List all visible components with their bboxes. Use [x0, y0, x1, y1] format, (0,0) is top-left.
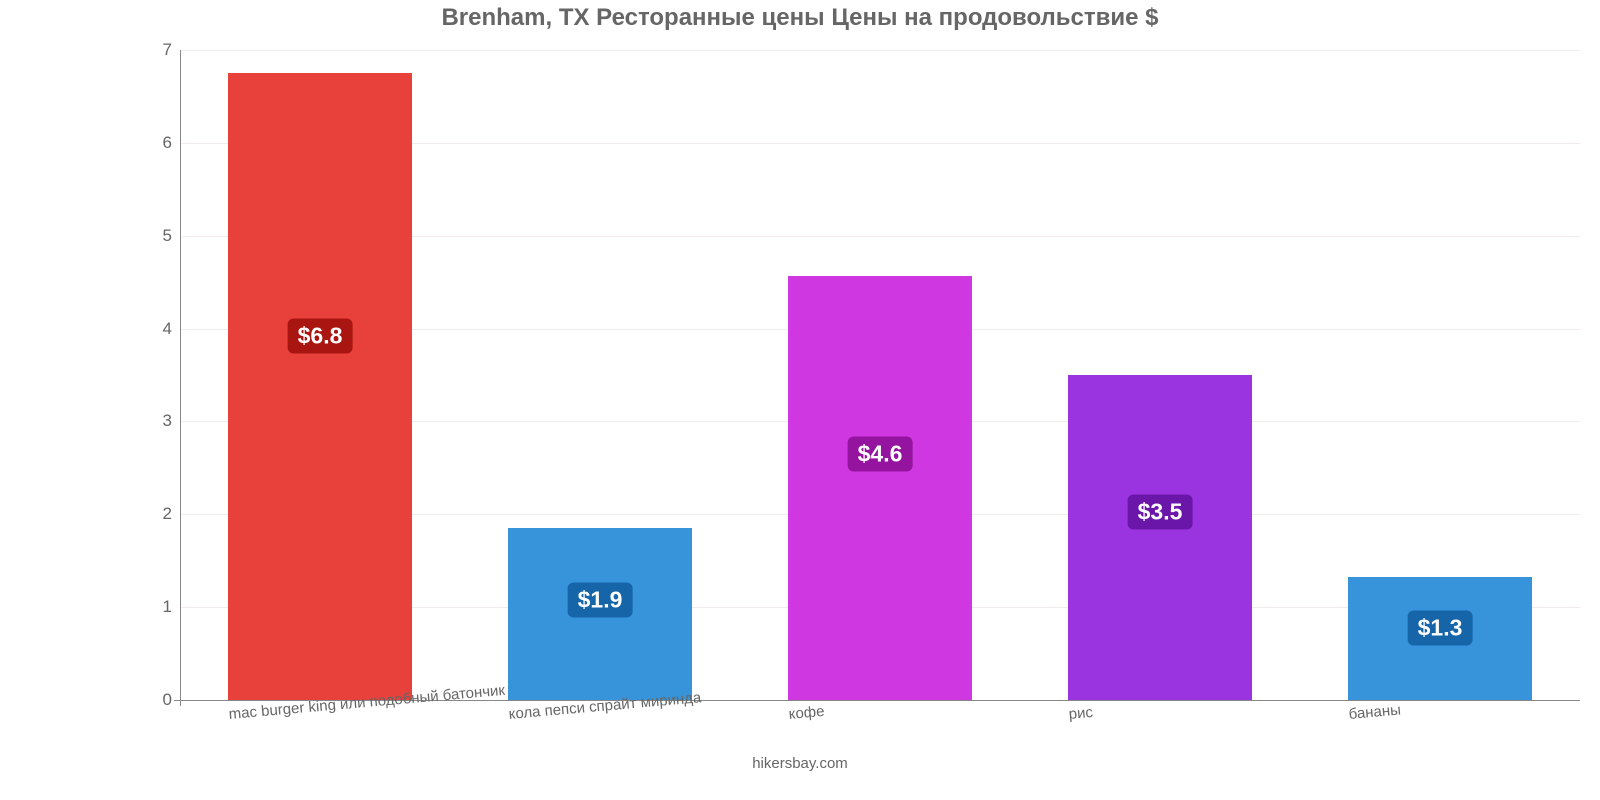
bar	[228, 73, 413, 700]
y-tick-label: 2	[163, 504, 172, 524]
plot-area: 01234567$6.8mac burger king или подобный…	[180, 50, 1580, 700]
x-tick-label: рис	[1068, 704, 1094, 723]
y-tick-label: 4	[163, 319, 172, 339]
y-tick-label: 6	[163, 133, 172, 153]
y-tick-label: 0	[163, 690, 172, 710]
chart-title: Brenham, TX Ресторанные цены Цены на про…	[0, 4, 1600, 32]
value-badge: $6.8	[288, 319, 353, 354]
attribution-text: hikersbay.com	[0, 755, 1600, 772]
gridline	[180, 50, 1580, 51]
y-tick-label: 1	[163, 597, 172, 617]
y-tick-label: 7	[163, 40, 172, 60]
value-badge: $1.3	[1408, 611, 1473, 646]
value-badge: $4.6	[848, 436, 913, 471]
value-badge-anchor: $4.6	[880, 454, 945, 489]
value-badge-anchor: $1.3	[1440, 628, 1505, 663]
value-badge-anchor: $3.5	[1160, 512, 1225, 547]
value-badge: $1.9	[568, 583, 633, 618]
value-badge-anchor: $6.8	[320, 336, 385, 371]
y-tick-label: 3	[163, 411, 172, 431]
chart-container: Brenham, TX Ресторанные цены Цены на про…	[0, 0, 1600, 800]
y-axis-line	[180, 50, 181, 706]
value-badge: $3.5	[1128, 494, 1193, 529]
x-tick-label: кофе	[788, 703, 825, 723]
x-tick-label: бананы	[1348, 701, 1402, 722]
value-badge-anchor: $1.9	[600, 600, 665, 635]
y-tick-label: 5	[163, 226, 172, 246]
